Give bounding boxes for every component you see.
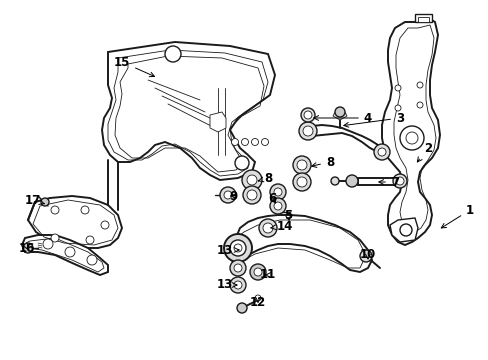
Circle shape <box>87 255 97 265</box>
Text: 4: 4 <box>313 112 371 125</box>
Circle shape <box>399 224 411 236</box>
Circle shape <box>292 173 310 191</box>
Circle shape <box>296 160 306 170</box>
Circle shape <box>51 206 59 214</box>
Circle shape <box>224 191 231 199</box>
Circle shape <box>229 260 245 276</box>
Circle shape <box>23 243 33 253</box>
Circle shape <box>246 175 257 185</box>
Polygon shape <box>231 215 371 272</box>
Text: 8: 8 <box>311 156 333 168</box>
Circle shape <box>101 221 109 229</box>
Circle shape <box>273 202 282 210</box>
Polygon shape <box>414 14 431 22</box>
Circle shape <box>234 264 242 272</box>
Circle shape <box>392 174 406 188</box>
Circle shape <box>164 46 181 62</box>
Text: 3: 3 <box>343 112 403 127</box>
Text: 2: 2 <box>416 141 431 162</box>
Circle shape <box>229 240 245 256</box>
Circle shape <box>253 268 262 276</box>
Circle shape <box>81 206 89 214</box>
Text: 13: 13 <box>217 279 236 292</box>
Circle shape <box>251 139 258 145</box>
Polygon shape <box>332 112 346 120</box>
Circle shape <box>394 105 400 111</box>
Circle shape <box>234 281 242 289</box>
Polygon shape <box>102 42 274 180</box>
Circle shape <box>416 102 422 108</box>
Circle shape <box>51 234 59 242</box>
Circle shape <box>292 156 310 174</box>
Circle shape <box>237 303 246 313</box>
Circle shape <box>242 170 262 190</box>
Circle shape <box>41 198 49 206</box>
Circle shape <box>241 139 248 145</box>
Polygon shape <box>22 235 108 275</box>
Polygon shape <box>389 218 417 242</box>
Circle shape <box>394 85 400 91</box>
Circle shape <box>304 111 311 119</box>
Circle shape <box>249 264 265 280</box>
Circle shape <box>296 177 306 187</box>
Circle shape <box>229 277 245 293</box>
Text: 16: 16 <box>19 242 35 255</box>
Circle shape <box>65 247 75 257</box>
Text: 9: 9 <box>229 189 238 202</box>
Text: 6: 6 <box>267 192 276 204</box>
Circle shape <box>399 126 423 150</box>
Polygon shape <box>381 18 439 245</box>
Circle shape <box>346 175 357 187</box>
Text: 13: 13 <box>217 243 239 256</box>
Circle shape <box>330 177 338 185</box>
Circle shape <box>261 139 268 145</box>
Polygon shape <box>209 112 225 132</box>
Polygon shape <box>305 125 384 155</box>
Circle shape <box>334 107 345 117</box>
Circle shape <box>43 239 53 249</box>
Text: 5: 5 <box>284 208 291 221</box>
Text: 10: 10 <box>359 248 375 261</box>
Text: 15: 15 <box>114 55 154 77</box>
Circle shape <box>269 198 285 214</box>
Circle shape <box>373 144 389 160</box>
Text: 8: 8 <box>258 171 271 185</box>
Circle shape <box>269 184 285 200</box>
Circle shape <box>405 132 417 144</box>
Circle shape <box>243 186 261 204</box>
Circle shape <box>231 139 238 145</box>
Circle shape <box>235 156 248 170</box>
Circle shape <box>263 223 272 233</box>
Circle shape <box>259 219 276 237</box>
Circle shape <box>298 122 316 140</box>
Text: 1: 1 <box>440 203 473 228</box>
Circle shape <box>416 82 422 88</box>
Circle shape <box>254 295 261 301</box>
Polygon shape <box>28 196 122 248</box>
Text: 11: 11 <box>259 269 276 282</box>
Circle shape <box>273 188 282 196</box>
Circle shape <box>224 234 251 262</box>
Polygon shape <box>417 17 428 22</box>
Text: 17: 17 <box>25 194 44 207</box>
Circle shape <box>246 190 257 200</box>
Circle shape <box>86 236 94 244</box>
Circle shape <box>395 177 403 185</box>
Text: 12: 12 <box>249 296 265 309</box>
Circle shape <box>377 148 385 156</box>
Text: 14: 14 <box>270 220 293 233</box>
Circle shape <box>234 244 242 252</box>
Text: 7: 7 <box>378 176 398 189</box>
Circle shape <box>359 250 371 262</box>
Circle shape <box>303 126 312 136</box>
Circle shape <box>301 108 314 122</box>
Circle shape <box>220 187 236 203</box>
